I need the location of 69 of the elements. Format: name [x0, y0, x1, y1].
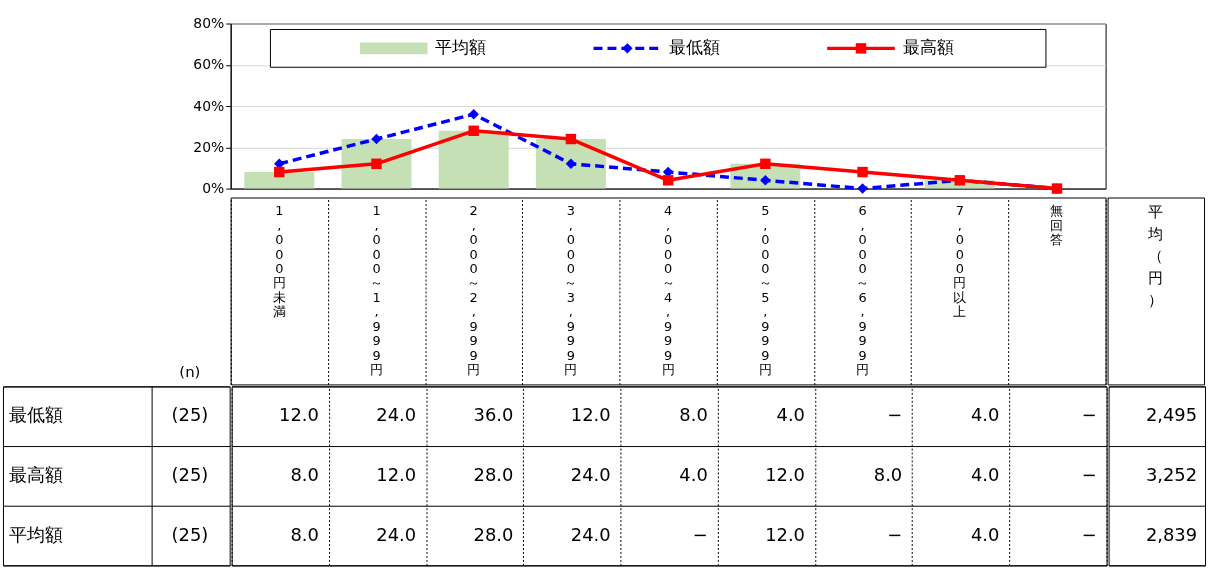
legend-label: 最高額 — [902, 37, 954, 58]
text: 2,839 — [1145, 523, 1198, 545]
y-tick-label: 20% — [193, 138, 225, 155]
point — [468, 109, 479, 120]
x-tick-label: 無回答 — [1050, 203, 1064, 248]
bar — [438, 130, 509, 189]
data-label: − — [1081, 463, 1097, 485]
data-label: − — [1081, 404, 1097, 426]
data-label: 8.0 — [290, 523, 319, 545]
data-label: 24.0 — [376, 523, 417, 545]
data-label: 8.0 — [290, 463, 319, 485]
data-label: 12.0 — [376, 463, 417, 485]
y-tick-label: 40% — [193, 97, 225, 114]
text: (25) — [171, 404, 209, 426]
category-label: 3,000～3,999円 — [564, 203, 578, 377]
data-label: 4.0 — [776, 404, 805, 426]
data-label: − — [1081, 523, 1097, 545]
y-tick-label: 80% — [193, 14, 225, 31]
point — [662, 175, 674, 186]
data-label: − — [887, 404, 903, 426]
point — [857, 166, 868, 178]
data-label: − — [887, 523, 903, 545]
text: 最高額 — [8, 463, 63, 485]
y-tick-label: 0% — [202, 180, 225, 197]
data-label: 4.0 — [970, 463, 1000, 485]
point — [565, 158, 577, 170]
data-label: 12.0 — [765, 463, 805, 485]
data-label: 36.0 — [473, 404, 514, 426]
point — [468, 125, 479, 136]
data-label: − — [692, 523, 708, 545]
category-label: 1,000～1,999円 — [369, 203, 383, 377]
category-label: 5,000～5,999円 — [758, 203, 772, 377]
point — [371, 133, 382, 145]
text: 平均額 — [8, 523, 63, 545]
data-label: 8.0 — [873, 463, 903, 485]
category-label: 4,000～4,999円 — [661, 203, 675, 377]
point — [565, 133, 577, 145]
x-tick-label: 1,000円未満 — [272, 203, 286, 320]
data-label: 28.0 — [473, 463, 514, 485]
data-label: 4.0 — [970, 404, 1000, 426]
legend-label: 最低額 — [669, 37, 721, 58]
point — [857, 183, 868, 194]
data-label: 28.0 — [473, 523, 514, 545]
text: 2,495 — [1145, 404, 1198, 426]
data-label: 12.0 — [765, 523, 805, 545]
data-label: 24.0 — [570, 523, 611, 545]
y-tick-label: 60% — [193, 56, 225, 73]
data-label: 24.0 — [376, 404, 417, 426]
text: (25) — [171, 523, 209, 545]
text: (n) — [179, 363, 201, 382]
point — [760, 175, 771, 186]
data-label: 8.0 — [679, 404, 708, 426]
data-label: 24.0 — [570, 463, 611, 485]
text: 平均（円） — [1147, 203, 1164, 309]
data-label: 12.0 — [279, 404, 319, 426]
data-label: 12.0 — [570, 404, 611, 426]
data-label: 4.0 — [970, 523, 1000, 545]
point — [760, 158, 771, 170]
category-label: 6,000～6,999円 — [856, 203, 870, 377]
text: 最低額 — [8, 404, 63, 426]
x-tick-label: 7,000円以上 — [953, 203, 967, 320]
bar — [244, 172, 315, 189]
text: 3,252 — [1145, 463, 1198, 485]
point — [371, 158, 382, 170]
legend-label: 平均額 — [435, 37, 487, 58]
text: (25) — [171, 463, 209, 485]
data-label: 4.0 — [679, 463, 708, 485]
point — [274, 166, 285, 178]
category-label: 2,000～2,999円 — [467, 203, 481, 377]
